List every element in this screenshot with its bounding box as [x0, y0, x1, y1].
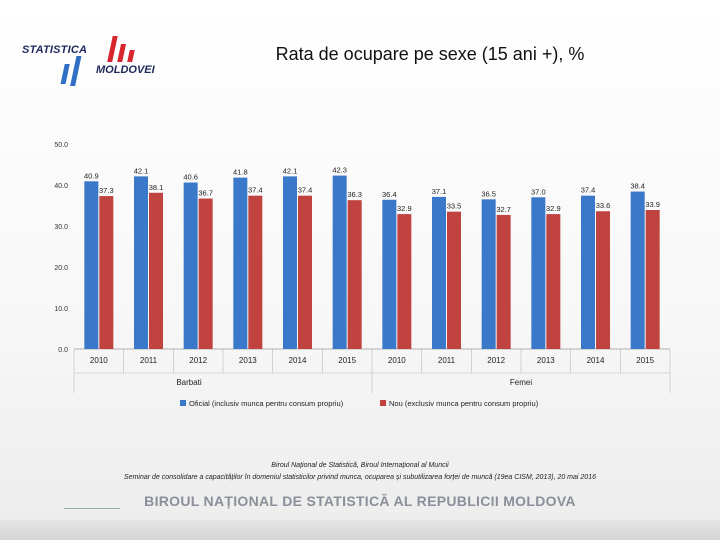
footer-divider: [64, 508, 120, 509]
bar-value-label: 36.3: [347, 190, 362, 199]
bar: [630, 191, 645, 349]
y-tick-label: 0.0: [58, 347, 68, 354]
footer-band: [0, 520, 720, 540]
bar-value-label: 40.9: [84, 171, 99, 180]
bar: [84, 181, 99, 349]
bar-value-label: 37.4: [581, 186, 596, 195]
bar: [531, 197, 546, 349]
bar: [481, 199, 496, 349]
x-tick-label: 2013: [239, 356, 257, 365]
bar-value-label: 40.6: [183, 173, 198, 182]
bar-value-label: 36.5: [481, 189, 496, 198]
source-line-2: Seminar de consolidare a capacităților î…: [124, 474, 596, 481]
bar-value-label: 33.9: [645, 200, 660, 209]
x-tick-label: 2012: [189, 356, 207, 365]
bar-value-label: 37.3: [99, 186, 114, 195]
source-line-1: Biroul Național de Statistică, Biroul In…: [271, 462, 449, 469]
bar-value-label: 37.4: [298, 186, 313, 195]
legend-swatch: [180, 400, 186, 406]
bar-value-label: 41.8: [233, 168, 248, 177]
bar-value-label: 33.6: [596, 201, 611, 210]
legend-label: Nou (exclusiv munca pentru consum propri…: [389, 399, 539, 408]
bar-value-label: 38.4: [630, 182, 645, 191]
group-label: Barbati: [176, 378, 202, 387]
bar: [283, 176, 297, 349]
bar: [332, 175, 347, 349]
bar: [432, 196, 446, 349]
y-tick-label: 30.0: [54, 224, 68, 231]
y-tick-label: 50.0: [54, 142, 68, 149]
footer-institution-name: BIROUL NAȚIONAL DE STATISTICĂ AL REPUBLI…: [144, 493, 576, 509]
logo-bar: [107, 36, 118, 62]
bar-value-label: 32.7: [496, 205, 511, 214]
bar: [581, 195, 595, 349]
x-tick-label: 2014: [289, 356, 307, 365]
bar: [496, 214, 511, 349]
bar: [596, 211, 610, 349]
legend-label: Oficial (inclusiv munca pentru consum pr…: [189, 399, 344, 408]
bar-value-label: 36.4: [382, 190, 397, 199]
y-tick-label: 10.0: [54, 306, 68, 313]
x-tick-label: 2012: [487, 356, 505, 365]
bar-value-label: 32.9: [546, 204, 561, 213]
group-label: Femei: [510, 378, 532, 387]
bar-value-label: 37.1: [432, 187, 447, 196]
slide-title: Rata de ocupare pe sexe (15 ani +), %: [275, 44, 585, 64]
logo-bar: [117, 44, 127, 62]
logo-text-moldovei: MOLDOVEI: [96, 64, 155, 76]
legend-swatch: [380, 400, 386, 406]
bar: [645, 210, 660, 349]
bar-value-label: 37.4: [248, 186, 263, 195]
bar: [382, 199, 397, 349]
x-tick-label: 2011: [438, 356, 456, 365]
bar-value-label: 42.1: [134, 166, 149, 175]
logo-bar: [60, 64, 70, 84]
bar: [298, 195, 312, 349]
x-tick-label: 2015: [636, 356, 654, 365]
bar: [248, 195, 263, 349]
bar-value-label: 37.0: [531, 187, 546, 196]
logo-bars-icon: [60, 36, 135, 86]
bar: [99, 196, 114, 349]
logo-bar: [127, 50, 135, 62]
x-tick-label: 2013: [537, 356, 555, 365]
logo-bar: [70, 56, 82, 86]
employment-rate-bar-chart: 0.0 10.0 20.0 30.0 40.0 50.0 2010 2011 2012 2013 2…: [54, 142, 671, 408]
bar-value-label: 32.9: [397, 204, 412, 213]
bar: [546, 214, 561, 349]
x-tick-label: 2014: [587, 356, 605, 365]
logo-text-statistica: STATISTICA: [22, 44, 88, 56]
bar: [397, 214, 412, 349]
bar: [149, 192, 163, 349]
y-tick-label: 20.0: [54, 265, 68, 272]
bar-value-label: 36.7: [198, 189, 213, 198]
bar-value-label: 33.5: [447, 202, 462, 211]
bar-value-label: 42.3: [332, 166, 347, 175]
bar: [447, 211, 461, 349]
statistica-moldovei-logo: STATISTICA MOLDOVEI: [18, 30, 168, 100]
y-tick-label: 40.0: [54, 183, 68, 190]
x-tick-label: 2010: [90, 356, 108, 365]
bar: [347, 200, 362, 349]
bar-value-label: 42.1: [283, 166, 298, 175]
bar: [183, 182, 198, 349]
bar: [198, 198, 213, 349]
x-tick-label: 2010: [388, 356, 406, 365]
bar: [233, 177, 248, 349]
bar: [134, 176, 148, 349]
x-tick-label: 2015: [338, 356, 356, 365]
x-tick-label: 2011: [140, 356, 158, 365]
bar-value-label: 38.1: [149, 183, 164, 192]
